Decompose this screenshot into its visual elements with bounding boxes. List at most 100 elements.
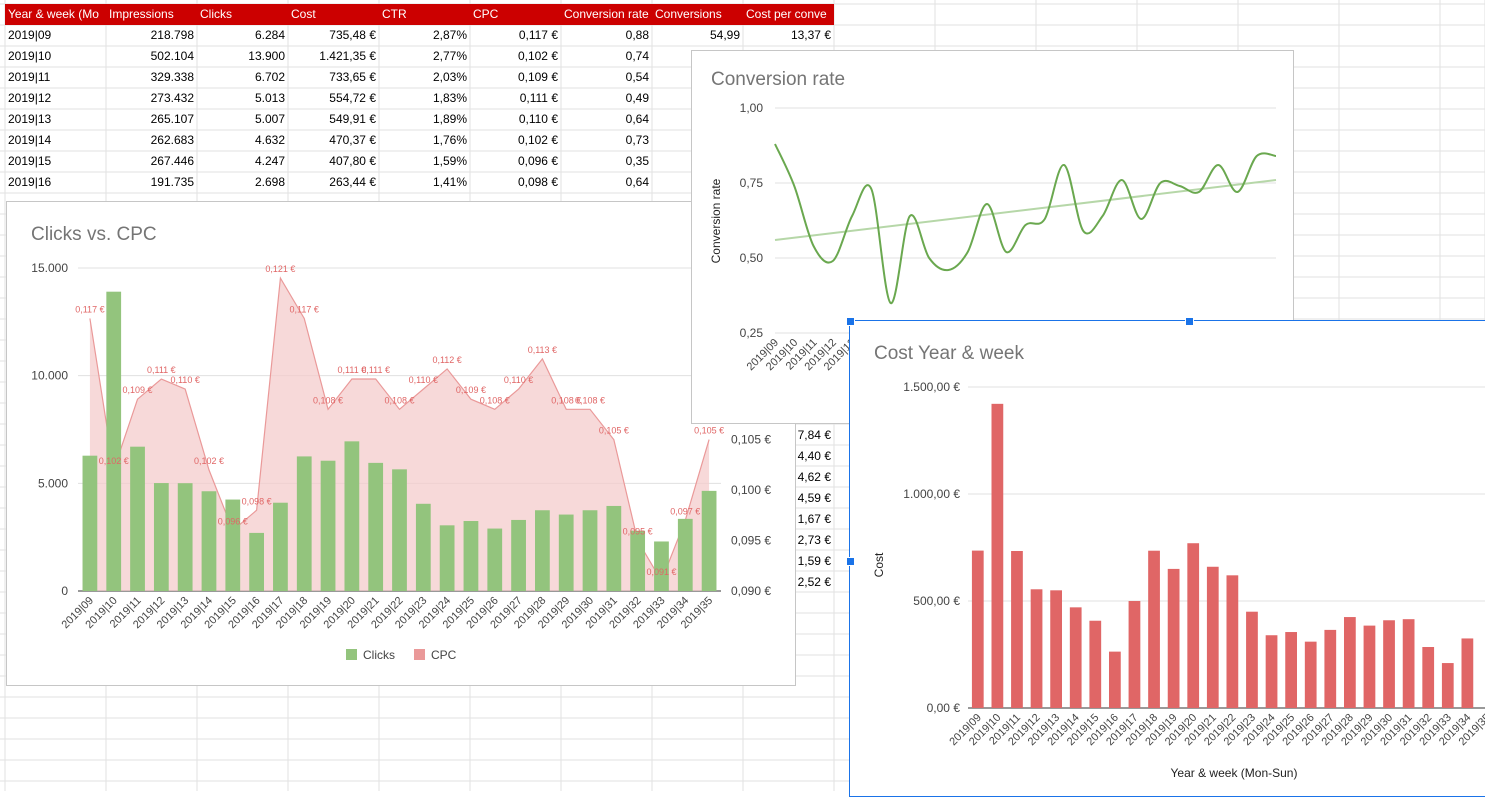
header-cell[interactable]: Conversions xyxy=(652,4,743,25)
table-cell[interactable]: 0,111 € xyxy=(519,91,558,105)
table-cell[interactable]: 549,91 € xyxy=(329,112,376,126)
cost-bar xyxy=(991,403,1004,708)
cpc-data-label: 0,102 € xyxy=(99,456,129,466)
table-cell[interactable]: 263,44 € xyxy=(329,175,376,189)
table-cell[interactable]: 265.107 xyxy=(150,112,194,126)
legend-cpc-label: CPC xyxy=(431,648,457,662)
table-cell[interactable]: 5.013 xyxy=(254,91,285,105)
table-cell[interactable]: 0,73 xyxy=(625,133,649,147)
conversion-rate-line xyxy=(774,143,1277,305)
table-cell[interactable]: 4.632 xyxy=(254,133,285,147)
table-cell[interactable]: 1,83% xyxy=(432,91,467,105)
header-cell[interactable]: Conversion rate xyxy=(561,4,652,25)
table-cell[interactable]: 2019|11 xyxy=(8,70,51,84)
table-cell[interactable]: 13.900 xyxy=(248,49,285,63)
table-cell[interactable]: 6.284 xyxy=(254,28,285,42)
table-cell[interactable]: 4,40 € xyxy=(797,449,831,463)
table-cell[interactable]: 6.702 xyxy=(254,70,285,84)
header-cell[interactable]: Impressions xyxy=(106,4,197,25)
y-tick-label: 5.000 xyxy=(38,476,68,490)
table-cell[interactable]: 2019|13 xyxy=(8,112,52,126)
header-cell[interactable]: Clicks xyxy=(197,4,288,25)
table-cell[interactable]: 407,80 € xyxy=(329,154,376,168)
header-cell[interactable]: Cost xyxy=(288,4,379,25)
cost-bar xyxy=(1069,607,1082,708)
header-cell[interactable]: CTR xyxy=(379,4,470,25)
table-cell[interactable]: 2,73 € xyxy=(797,533,831,547)
table-cell[interactable]: 2019|12 xyxy=(8,91,52,105)
table-cell[interactable]: 1.421,35 € xyxy=(319,49,376,63)
table-cell[interactable]: 2.698 xyxy=(254,175,285,189)
table-cell[interactable]: 2,87% xyxy=(432,28,467,42)
table-cell[interactable]: 4,62 € xyxy=(797,470,831,484)
table-cell[interactable]: 4.247 xyxy=(254,154,285,168)
table-cell[interactable]: 0,098 € xyxy=(517,175,558,189)
table-cell[interactable]: 2019|15 xyxy=(8,154,52,168)
table-cell[interactable]: 0,109 € xyxy=(517,70,558,84)
table-cell[interactable]: 2,52 € xyxy=(797,575,831,589)
table-cell[interactable]: 2019|16 xyxy=(8,175,52,189)
table-cell[interactable]: 218.798 xyxy=(150,28,194,42)
header-cell[interactable]: Year & week (Mo xyxy=(5,4,106,25)
resize-handle-top-middle[interactable] xyxy=(1185,317,1194,326)
table-cell[interactable]: 733,65 € xyxy=(329,70,376,84)
table-cell[interactable]: 0,74 xyxy=(625,49,649,63)
cpc-data-label: 0,111 € xyxy=(361,365,390,375)
table-cell[interactable]: 2,77% xyxy=(432,49,467,63)
table-cell[interactable]: 1,59% xyxy=(432,154,467,168)
table-cell[interactable]: 1,41% xyxy=(432,175,467,189)
y2-tick-label: 0,095 € xyxy=(731,534,771,548)
header-cell[interactable]: CPC xyxy=(470,4,561,25)
table-cell[interactable]: 470,37 € xyxy=(329,133,376,147)
table-cell[interactable]: 0,54 xyxy=(625,70,649,84)
table-cell[interactable]: 502.104 xyxy=(150,49,194,63)
x-axis-label: Year & week (Mon-Sun) xyxy=(1171,766,1298,780)
chart-clicks-vs-cpc[interactable]: Clicks vs. CPC 0 5.000 10.000 15.000 0,090 €… xyxy=(6,201,796,686)
table-cell[interactable]: 262.683 xyxy=(150,133,194,147)
table-cell[interactable]: 7,84 € xyxy=(797,428,831,442)
table-cell[interactable]: 0,64 xyxy=(625,175,649,189)
table-cell[interactable]: 0,64 xyxy=(625,112,649,126)
table-cell[interactable]: 0,096 € xyxy=(517,154,558,168)
table-cell[interactable]: 4,59 € xyxy=(797,491,831,505)
table-cell[interactable]: 191.735 xyxy=(150,175,194,189)
table-cell[interactable]: 267.446 xyxy=(150,154,194,168)
table-cell[interactable]: 1,59 € xyxy=(797,554,831,568)
resize-handle-middle-left[interactable] xyxy=(846,557,855,566)
table-cell[interactable]: 2019|14 xyxy=(8,133,52,147)
table-cell[interactable]: 0,35 xyxy=(625,154,649,168)
chart-cost-year-week[interactable]: Cost Year & week 0,00 € 500,00 € 1.000,00 … xyxy=(849,320,1485,797)
table-cell[interactable]: 0,110 € xyxy=(518,112,558,126)
table-cell[interactable]: 0,102 € xyxy=(517,49,558,63)
table-cell[interactable]: 2019|10 xyxy=(8,49,52,63)
table-cell[interactable]: 329.338 xyxy=(150,70,194,84)
table-cell[interactable]: 0,49 xyxy=(625,91,649,105)
y2-tick-label: 0,105 € xyxy=(731,433,771,447)
table-cell[interactable]: 0,117 € xyxy=(518,28,558,42)
table-cell[interactable]: 2019|09 xyxy=(8,28,52,42)
table-cell[interactable]: 13,37 € xyxy=(790,28,831,42)
table-cell[interactable]: 54,99 xyxy=(709,28,740,42)
table-cell[interactable]: 2,03% xyxy=(432,70,467,84)
table-cell[interactable]: 735,48 € xyxy=(329,28,376,42)
clicks-bar xyxy=(487,528,503,591)
y-axis-label: Cost xyxy=(872,552,886,577)
table-cell[interactable]: 1,67 € xyxy=(797,512,831,526)
table-cell[interactable]: 273.432 xyxy=(150,91,194,105)
table-cell[interactable]: 0,88 xyxy=(625,28,649,42)
cost-bar xyxy=(1363,625,1376,708)
table-cell[interactable]: 1,76% xyxy=(432,133,467,147)
cost-bar xyxy=(1011,550,1023,708)
table-cell[interactable]: 5.007 xyxy=(254,112,285,126)
clicks-bar xyxy=(439,525,455,591)
header-cell[interactable]: Cost per conve xyxy=(743,4,834,25)
table-cell[interactable]: 1,89% xyxy=(432,112,467,126)
table-cell[interactable]: 0,102 € xyxy=(517,133,558,147)
clicks-bar xyxy=(177,483,193,591)
cost-bar xyxy=(1246,611,1258,708)
y-tick-label: 15.000 xyxy=(31,261,68,275)
resize-handle-top-left[interactable] xyxy=(846,317,855,326)
cost-bar xyxy=(1167,568,1180,708)
table-cell[interactable]: 554,72 € xyxy=(329,91,376,105)
cpc-data-label: 0,110 € xyxy=(504,375,533,385)
